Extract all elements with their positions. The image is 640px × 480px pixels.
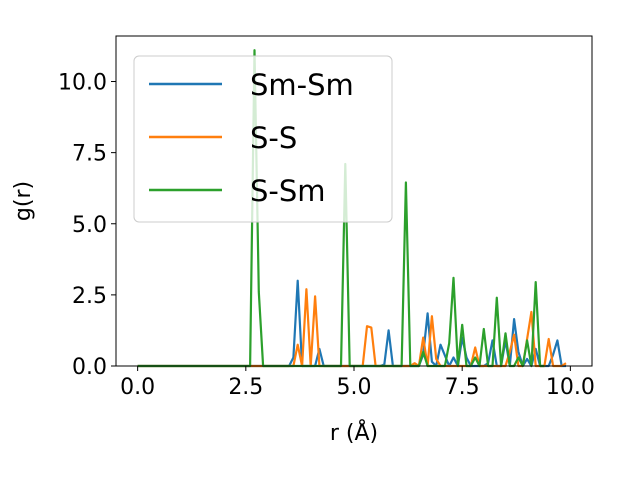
y-tick-label: 7.5: [72, 142, 107, 167]
legend: Sm-Sm S-S S-Sm: [133, 55, 393, 223]
y-tick-label: 10.0: [58, 71, 107, 96]
x-tick-label: 0.0: [120, 375, 155, 400]
legend-label-sm-sm: Sm-Sm: [250, 68, 354, 102]
x-tick-label: 5.0: [337, 375, 372, 400]
y-tick-label: 2.5: [72, 284, 107, 309]
x-tick-label: 10.0: [546, 375, 595, 400]
x-axis-label: r (Å): [330, 419, 378, 446]
x-axis-ticks: 0.0 2.5 5.0 7.5 10.0: [120, 366, 595, 400]
y-axis-ticks: 0.0 2.5 5.0 7.5 10.0: [58, 71, 116, 380]
x-tick-label: 7.5: [445, 375, 480, 400]
legend-label-s-sm: S-Sm: [250, 174, 326, 208]
x-tick-label: 2.5: [228, 375, 263, 400]
y-tick-label: 0.0: [72, 355, 107, 380]
y-tick-label: 5.0: [72, 213, 107, 238]
legend-box: [133, 55, 393, 223]
y-axis-label: g(r): [11, 181, 36, 221]
legend-label-s-s: S-S: [250, 121, 297, 155]
